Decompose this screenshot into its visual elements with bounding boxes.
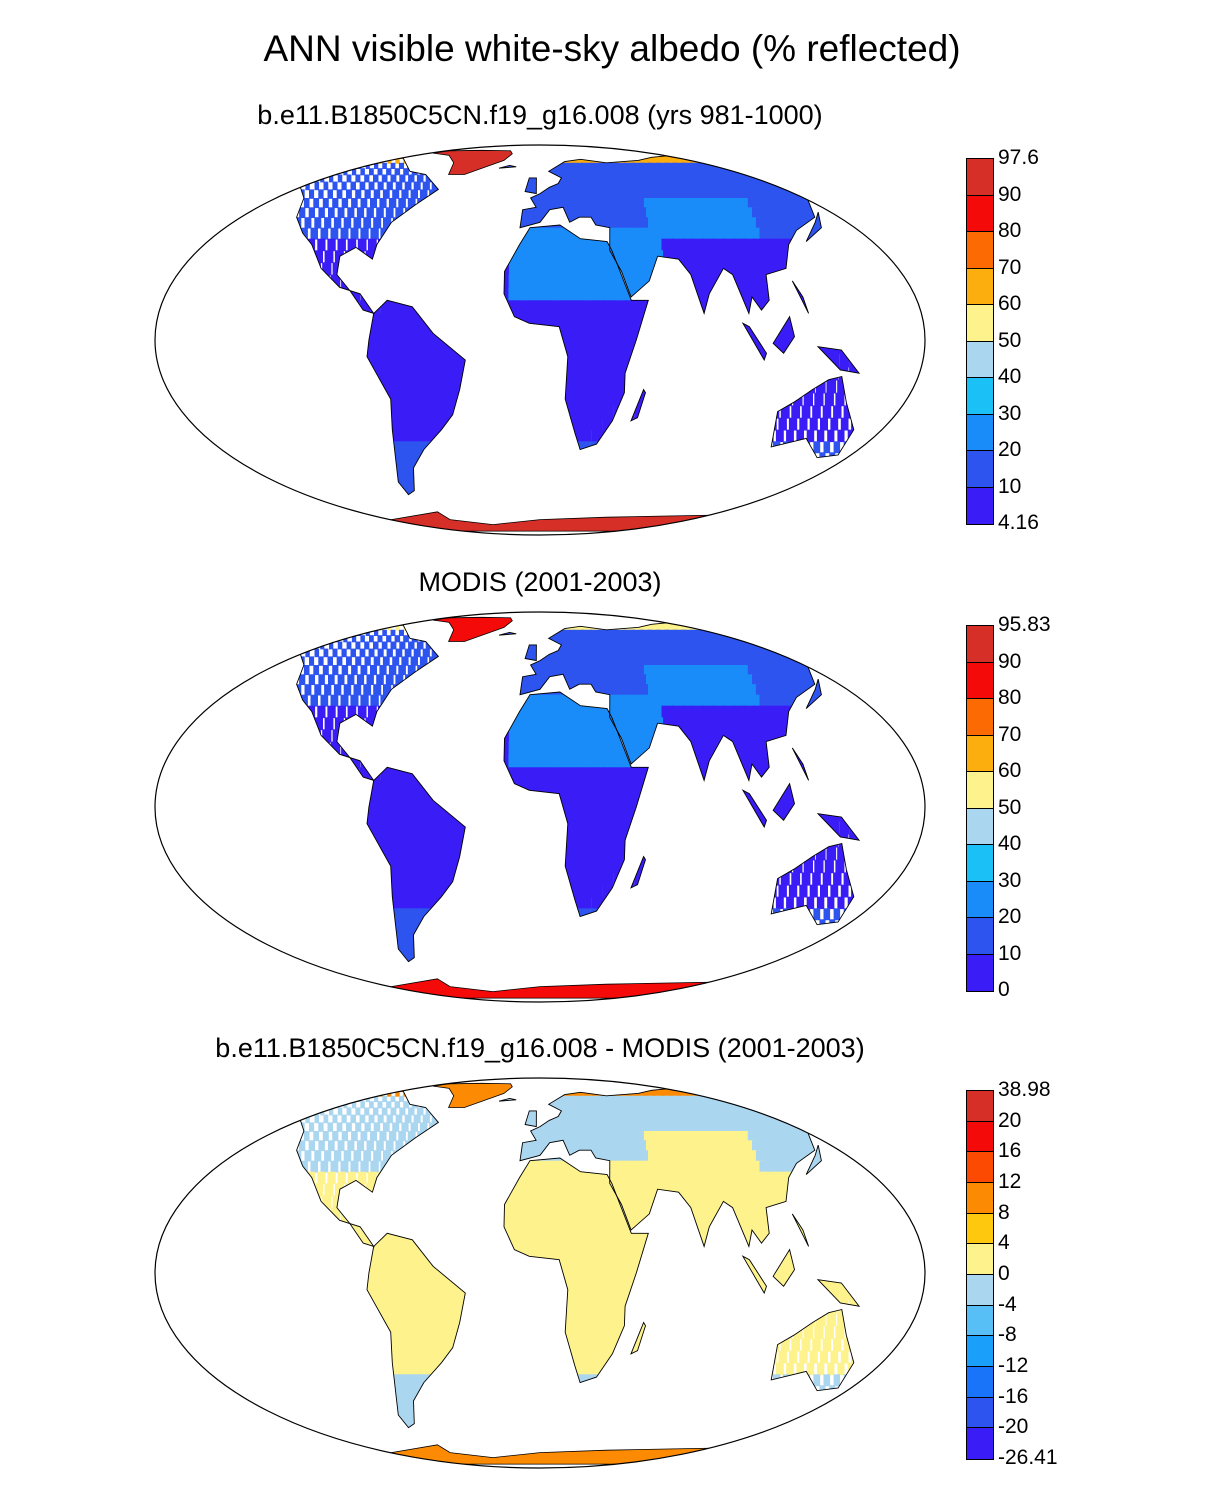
colorbar-label: -16 <box>998 1384 1029 1408</box>
colorbar-segment <box>967 699 993 736</box>
colorbar-segment <box>967 1428 993 1459</box>
colorbar-label: -20 <box>998 1415 1029 1439</box>
colorbar-label: 0 <box>998 1262 1010 1285</box>
colorbar-label: 20 <box>998 905 1022 928</box>
main-title: ANN visible white-sky albedo (% reflecte… <box>263 28 961 69</box>
land-shading <box>249 1086 893 1428</box>
panel-2-colorbar <box>966 625 994 992</box>
colorbar-label: 4.16 <box>998 511 1039 534</box>
colorbar-label: 30 <box>998 868 1022 892</box>
colorbar-segment <box>967 305 993 342</box>
colorbar-label: 8 <box>998 1200 1010 1224</box>
map-border <box>154 1077 926 1469</box>
colorbar-segment <box>967 1244 993 1275</box>
panel-1-map <box>154 144 926 536</box>
coastlines <box>249 153 894 496</box>
colorbar-label: 20 <box>998 1108 1022 1132</box>
colorbar-segment <box>967 1397 993 1429</box>
map-content <box>245 149 894 532</box>
colorbar-label: 90 <box>998 649 1022 673</box>
antarctica-ice <box>245 511 835 532</box>
colorbar-label: 40 <box>998 832 1022 855</box>
colorbar-label: -26.41 <box>998 1446 1058 1469</box>
colorbar-label: 80 <box>998 686 1022 709</box>
land-shading <box>249 153 893 495</box>
panel-1-colorbar <box>966 158 994 525</box>
colorbar-label: 50 <box>998 328 1022 352</box>
colorbar-segment <box>967 662 993 699</box>
colorbar-segment <box>967 735 993 772</box>
colorbar-segment <box>967 1091 993 1122</box>
colorbar-segment <box>967 1305 993 1337</box>
colorbar-label: 30 <box>998 401 1022 425</box>
colorbar-label: 95.83 <box>998 613 1051 636</box>
greenland-ice <box>433 616 513 642</box>
colorbar-label: 60 <box>998 759 1022 782</box>
panel-3-title: b.e11.B1850C5CN.f19_g16.008 - MODIS (200… <box>215 1033 865 1063</box>
colorbar-segment <box>967 845 993 882</box>
panel-3-map <box>154 1077 926 1469</box>
greenland-ice <box>433 149 513 175</box>
map-content <box>245 1082 894 1465</box>
colorbar-label: 80 <box>998 219 1022 242</box>
colorbar-segment <box>967 1182 993 1214</box>
colorbar-label: -8 <box>998 1323 1017 1347</box>
colorbar-label: 0 <box>998 978 1010 1001</box>
colorbar-label: 16 <box>998 1139 1022 1163</box>
colorbar-segment <box>967 1213 993 1245</box>
colorbar-segment <box>967 195 993 232</box>
colorbar-segment <box>967 378 993 415</box>
map-content <box>245 616 894 999</box>
panel-2-map <box>154 611 926 1003</box>
coastlines <box>249 620 894 963</box>
colorbar-segment <box>967 1366 993 1398</box>
colorbar-segment <box>967 1121 993 1153</box>
colorbar-segment <box>967 268 993 305</box>
colorbar-segment <box>967 159 993 196</box>
land-shading <box>249 620 893 962</box>
colorbar-segment <box>967 451 993 488</box>
colorbar-segment <box>967 232 993 269</box>
antarctica-ice <box>245 1444 835 1465</box>
colorbar-label: 38.98 <box>998 1078 1051 1101</box>
colorbar-label: 97.6 <box>998 146 1039 169</box>
panel-2-title: MODIS (2001-2003) <box>418 567 662 597</box>
colorbar-label: 12 <box>998 1170 1022 1193</box>
colorbar-segment <box>967 954 993 991</box>
colorbar-label: 90 <box>998 182 1022 206</box>
colorbar-segment <box>967 1274 993 1306</box>
colorbar-label: 50 <box>998 795 1022 819</box>
colorbar-segment <box>967 414 993 451</box>
colorbar-label: 10 <box>998 941 1022 965</box>
map-border <box>154 144 926 536</box>
colorbar-segment <box>967 487 993 524</box>
panel-1-title: b.e11.B1850C5CN.f19_g16.008 (yrs 981-100… <box>257 100 823 130</box>
colorbar-segment <box>967 808 993 845</box>
colorbar-label: 4 <box>998 1231 1010 1255</box>
colorbar-label: 70 <box>998 722 1022 746</box>
colorbar-segment <box>967 1152 993 1183</box>
colorbar-label: -12 <box>998 1354 1029 1377</box>
colorbar-label: 70 <box>998 255 1022 279</box>
colorbar-segment <box>967 341 993 378</box>
panel-3-colorbar <box>966 1090 994 1460</box>
colorbar-label: 20 <box>998 438 1022 461</box>
colorbar-segment <box>967 918 993 955</box>
colorbar-label: 40 <box>998 365 1022 388</box>
map-border <box>154 611 926 1003</box>
greenland-ice <box>433 1082 513 1108</box>
colorbar-segment <box>967 772 993 809</box>
colorbar-label: 60 <box>998 292 1022 315</box>
colorbar-label: -4 <box>998 1292 1017 1316</box>
colorbar-segment <box>967 1336 993 1367</box>
colorbar-segment <box>967 626 993 663</box>
antarctica-ice <box>245 978 835 999</box>
colorbar-segment <box>967 881 993 918</box>
colorbar-label: 10 <box>998 474 1022 498</box>
